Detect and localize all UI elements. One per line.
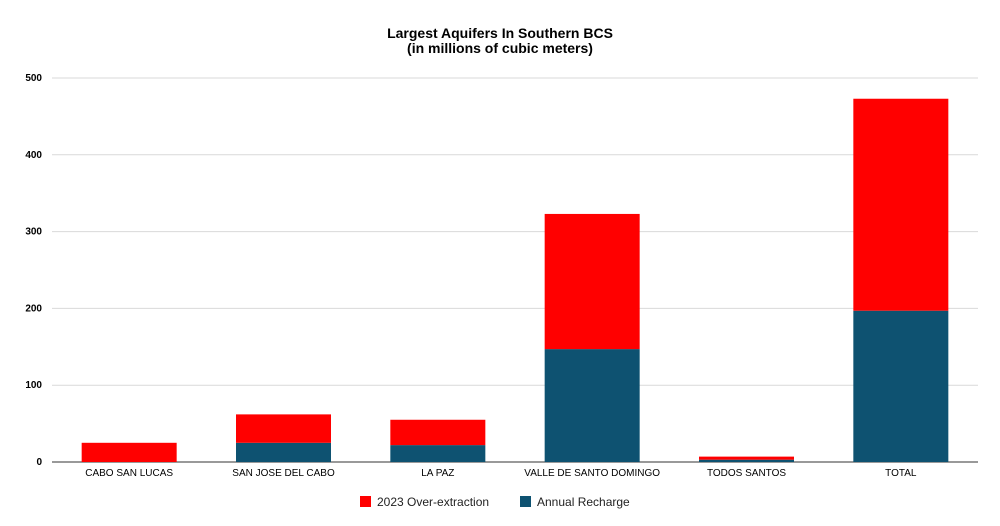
x-tick-label: LA PAZ [421, 468, 454, 479]
y-tick-label: 200 [25, 303, 42, 314]
x-tick-label: TOTAL [885, 468, 917, 479]
x-tick-label: TODOS SANTOS [707, 468, 786, 479]
legend-label: Annual Recharge [537, 495, 630, 509]
bar-2023-over-extraction-1 [236, 414, 331, 443]
legend-label: 2023 Over-extraction [377, 495, 489, 509]
bars [81, 98, 949, 462]
bar-2023-over-extraction-4 [699, 456, 794, 460]
legend-swatch [360, 496, 371, 507]
bar-2023-over-extraction-5 [853, 98, 949, 311]
y-tick-label: 400 [25, 150, 42, 161]
y-tick-label: 0 [36, 457, 42, 468]
bar-annual-recharge-1 [236, 442, 331, 462]
y-tick-labels: 0 100 200 300 400 500 [25, 73, 42, 468]
bar-annual-recharge-2 [390, 445, 486, 462]
x-tick-label: VALLE DE SANTO DOMINGO [524, 468, 660, 479]
bar-annual-recharge-5 [853, 310, 949, 462]
x-tick-label: SAN JOSE DEL CABO [232, 468, 335, 479]
bar-2023-over-extraction-3 [544, 213, 640, 350]
bar-annual-recharge-3 [544, 349, 640, 462]
x-tick-label: CABO SAN LUCAS [85, 468, 173, 479]
gridlines [52, 77, 978, 463]
bar-2023-over-extraction-2 [390, 419, 486, 446]
legend: 2023 Over-extraction Annual Recharge [360, 495, 630, 509]
y-tick-label: 500 [25, 73, 42, 84]
legend-swatch [520, 496, 531, 507]
chart-subtitle: (in millions of cubic meters) [407, 40, 593, 56]
bar-annual-recharge-4 [699, 459, 794, 462]
y-tick-label: 300 [25, 227, 42, 238]
y-tick-label: 100 [25, 380, 42, 391]
bar-2023-over-extraction-0 [81, 442, 177, 462]
x-tick-labels: CABO SAN LUCAS SAN JOSE DEL CABO LA PAZ VAL… [85, 468, 917, 479]
chart-title: Largest Aquifers In Southern BCS [387, 25, 613, 41]
